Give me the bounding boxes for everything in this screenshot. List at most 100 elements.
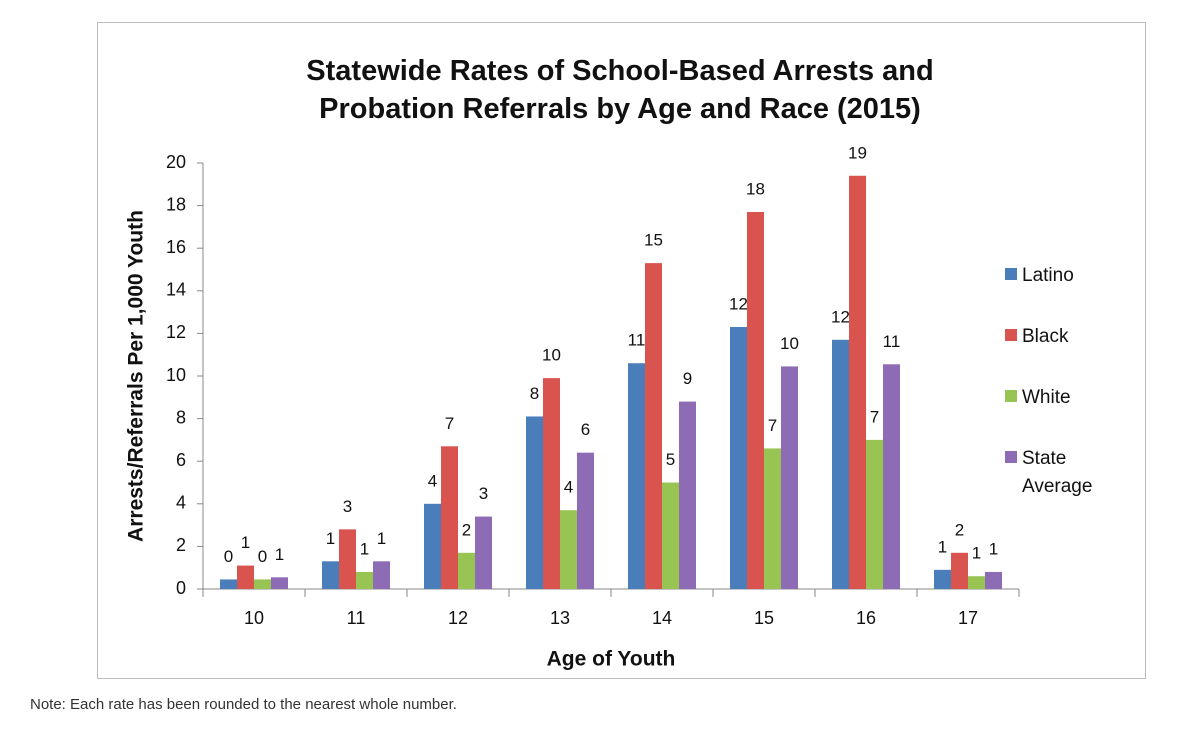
data-label: 1 [360,539,369,558]
y-tick-label: 8 [176,407,186,427]
y-tick-label: 16 [166,237,186,257]
legend-swatch [1005,451,1017,463]
bar [356,571,373,589]
data-label: 4 [428,471,437,490]
x-tick-label: 17 [958,608,978,628]
bar [254,579,271,589]
data-label: 1 [326,529,335,548]
data-label: 9 [683,369,692,388]
legend-label: Latino [1022,265,1074,286]
y-axis-label: Arrests/Referrals Per 1,000 Youth [125,210,148,542]
y-tick-label: 12 [166,322,186,342]
bar [866,439,883,589]
legend-item: White [1005,384,1125,445]
x-tick-label: 10 [244,608,264,628]
x-tick-label: 13 [550,608,570,628]
bar [968,576,985,589]
data-label: 11 [628,331,646,350]
data-label: 12 [831,307,850,326]
bar [730,327,747,589]
data-label: 10 [780,334,799,353]
data-label: 6 [581,420,590,439]
data-label: 12 [729,294,748,313]
data-label: 11 [883,332,901,351]
bar [220,579,237,589]
chart-frame [97,22,1146,679]
data-label: 18 [746,179,765,198]
legend-swatch [1005,268,1017,280]
note: Note: Each rate has been rounded to the … [30,696,457,713]
data-label: 1 [938,537,947,556]
data-label: 4 [564,478,573,497]
data-label: 1 [275,545,284,564]
legend: Latino Black White State Average [1005,262,1125,506]
data-label: 15 [644,231,663,250]
legend-swatch [1005,390,1017,402]
bar [577,452,594,589]
data-label: 3 [343,497,352,516]
bar [424,503,441,589]
bar [951,552,968,589]
bar [832,339,849,589]
legend-swatch [1005,329,1017,341]
data-label: 1 [241,533,250,552]
data-label: 7 [768,416,777,435]
chart-title: Statewide Rates of School-Based Arrests … [306,55,934,125]
legend-item: Latino [1005,262,1125,323]
bar [747,211,764,590]
y-tick-label: 18 [166,194,186,214]
bar [339,529,356,589]
y-tick-label: 0 [176,578,186,598]
data-label: 7 [870,407,879,426]
data-label: 0 [258,547,267,566]
data-label: 1 [972,544,981,563]
bar [458,552,475,589]
bar [475,516,492,589]
legend-label: Black [1022,326,1069,347]
legend-label: State Average [1022,448,1093,497]
data-label: 3 [479,484,488,503]
bar [883,364,900,589]
bar [271,577,288,589]
bar [679,401,696,589]
y-tick-label: 6 [176,450,186,470]
x-tick-label: 16 [856,608,876,628]
bar [985,571,1002,589]
legend-item: Black [1005,323,1125,384]
y-tick-label: 20 [166,152,186,172]
bar [441,446,458,589]
data-label: 2 [462,520,471,539]
bar [645,263,662,589]
y-tick-label: 10 [166,365,186,385]
x-tick-label: 11 [347,608,366,628]
x-tick-label: 14 [652,608,672,628]
bar [543,378,560,589]
legend-label: White [1022,387,1071,408]
bar [849,175,866,589]
bar [764,448,781,589]
data-label: 0 [224,547,233,566]
data-label: 10 [542,346,561,365]
data-label: 7 [445,414,454,433]
y-tick-label: 4 [176,493,186,513]
data-label: 1 [377,529,386,548]
bar [662,482,679,589]
data-label: 1 [989,539,998,558]
y-tick-label: 14 [166,280,186,300]
bar [628,363,645,589]
bar [237,565,254,589]
x-tick-label: 12 [448,608,468,628]
y-tick-label: 2 [176,535,186,555]
bar [934,569,951,589]
bar [373,561,390,589]
x-axis-label: Age of Youth [547,648,676,671]
data-label: 2 [955,520,964,539]
bar [781,366,798,589]
bar [560,510,577,589]
legend-item: State Average [1005,445,1125,506]
bar [526,416,543,589]
data-label: 5 [666,450,675,469]
bar [322,561,339,589]
